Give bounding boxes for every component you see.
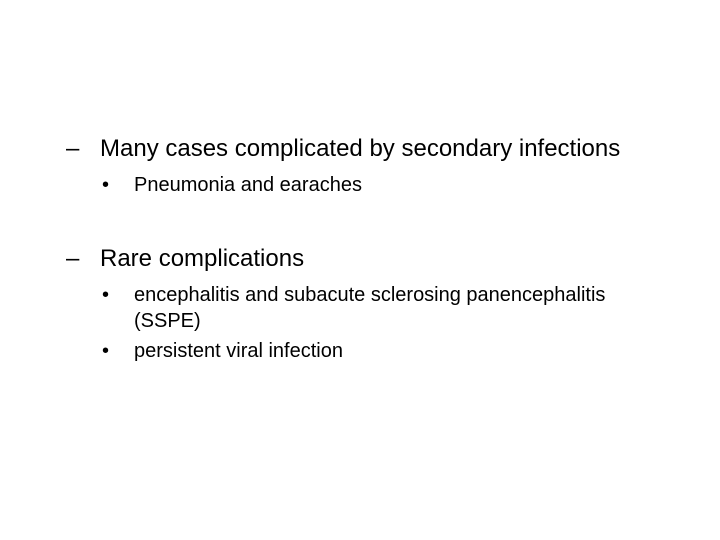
slide: –Many cases complicated by secondary inf… [0, 0, 720, 540]
list-subitem-text: Pneumonia and earaches [134, 174, 362, 196]
dash-icon: – [84, 244, 100, 274]
bullet-icon: • [118, 282, 134, 308]
list-item-text: Many cases complicated by secondary infe… [100, 135, 620, 162]
dash-icon: – [84, 134, 100, 164]
list-item: –Rare complications [86, 244, 646, 274]
list-subitem-text: encephalitis and subacute sclerosing pan… [134, 284, 605, 332]
list-item: –Many cases complicated by secondary inf… [86, 134, 646, 164]
list-subitem-text: persistent viral infection [134, 340, 343, 362]
list-subitem: •Pneumonia and earaches [86, 172, 646, 198]
list-block: –Rare complications •encephalitis and su… [86, 244, 646, 364]
list-subitem: •persistent viral infection [86, 338, 646, 364]
slide-content: –Many cases complicated by secondary inf… [86, 134, 646, 364]
list-item-text: Rare complications [100, 245, 304, 272]
list-subitem: •encephalitis and subacute sclerosing pa… [86, 282, 646, 334]
bullet-icon: • [118, 172, 134, 198]
bullet-icon: • [118, 338, 134, 364]
